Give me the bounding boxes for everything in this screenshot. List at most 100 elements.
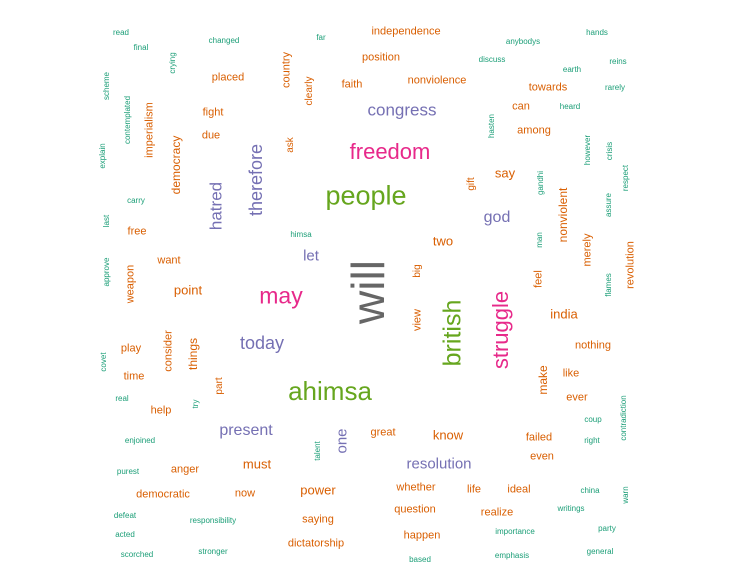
word-stronger: stronger	[198, 547, 228, 556]
word-assure: assure	[604, 192, 613, 218]
word-consider: consider	[162, 330, 175, 372]
word-nonviolence: nonviolence	[407, 74, 467, 87]
word-party: party	[598, 524, 616, 533]
word-power: power	[300, 482, 336, 498]
word-great: great	[370, 426, 396, 439]
word-dictatorship: dictatorship	[287, 537, 345, 550]
word-feel: feel	[532, 270, 545, 288]
word-want: want	[157, 254, 181, 267]
word-country: country	[280, 51, 293, 89]
word-failed: failed	[525, 431, 553, 444]
word-nonviolent: nonviolent	[556, 187, 570, 243]
word-last: last	[102, 214, 111, 228]
word-hatred: hatred	[206, 181, 226, 231]
word-present: present	[219, 422, 273, 439]
word-himsa: himsa	[290, 230, 312, 239]
word-play: play	[120, 342, 142, 355]
word-question: question	[394, 503, 436, 516]
word-reins: reins	[609, 57, 627, 66]
word-due: due	[201, 129, 221, 142]
word-defeat: defeat	[113, 511, 137, 520]
word-towards: towards	[528, 81, 568, 94]
word-democratic: democratic	[136, 488, 190, 501]
word-gandhi: gandhi	[536, 170, 545, 196]
word-help: help	[150, 404, 172, 417]
word-british: british	[438, 299, 467, 367]
word-merely: merely	[581, 233, 594, 267]
word-man: man	[535, 232, 544, 248]
word-hands: hands	[586, 28, 608, 37]
word-big: big	[412, 264, 423, 278]
word-covet: covet	[99, 352, 108, 372]
word-however: however	[583, 134, 592, 166]
word-carry: carry	[127, 196, 145, 205]
word-imperialism: imperialism	[143, 102, 156, 158]
word-weapon: weapon	[124, 264, 137, 304]
word-heard: heard	[559, 102, 581, 111]
word-even: even	[530, 450, 554, 463]
word-view: view	[411, 308, 424, 332]
word-say: say	[494, 165, 516, 181]
word-today: today	[239, 333, 285, 353]
word-make: make	[536, 365, 550, 395]
word-point: point	[173, 282, 203, 298]
word-democracy: democracy	[169, 135, 183, 195]
word-freedom: freedom	[349, 139, 431, 164]
word-among: among	[517, 124, 551, 137]
word-real: real	[115, 394, 129, 403]
word-flames: flames	[604, 273, 613, 297]
word-hasten: hasten	[487, 113, 496, 139]
word-discuss: discuss	[478, 55, 506, 64]
word-placed: placed	[211, 71, 245, 84]
word-coup: coup	[584, 415, 602, 424]
word-right: right	[584, 436, 600, 445]
word-must: must	[242, 456, 272, 472]
word-ahimsa: ahimsa	[288, 376, 372, 406]
word-crisis: crisis	[605, 141, 614, 161]
word-know: know	[432, 427, 464, 443]
word-realize: realize	[480, 506, 514, 519]
word-people: people	[325, 180, 407, 211]
word-india: india	[550, 306, 578, 322]
word-two: two	[432, 233, 454, 249]
word-general: general	[586, 547, 614, 556]
word-contemplated: contemplated	[123, 95, 132, 145]
word-whether: whether	[396, 481, 436, 494]
word-congress: congress	[367, 100, 437, 120]
word-changed: changed	[208, 36, 240, 45]
word-far: far	[316, 33, 326, 42]
word-contradiction: contradiction	[619, 395, 628, 441]
word-ideal: ideal	[507, 483, 531, 496]
word-independence: independence	[371, 25, 441, 38]
word-ever: ever	[566, 391, 588, 404]
word-faith: faith	[341, 78, 363, 91]
word-gift: gift	[466, 177, 477, 191]
word-anybodys: anybodys	[505, 37, 541, 46]
word-fight: fight	[202, 106, 224, 119]
word-ask: ask	[285, 137, 296, 153]
word-read: read	[112, 28, 130, 37]
word-responsibility: responsibility	[189, 516, 237, 525]
word-resolution: resolution	[406, 455, 472, 473]
word-life: life	[466, 483, 482, 496]
word-purest: purest	[116, 467, 140, 476]
word-acted: acted	[115, 530, 135, 539]
word-rarely: rarely	[604, 83, 626, 92]
word-like: like	[562, 367, 580, 380]
word-let: let	[303, 247, 319, 265]
word-part: part	[214, 377, 225, 395]
word-revolution: revolution	[624, 241, 637, 289]
word-try: try	[191, 399, 200, 409]
word-enjoined: enjoined	[124, 436, 156, 445]
word-anger: anger	[170, 463, 200, 476]
word-therefore: therefore	[246, 143, 266, 217]
word-happen: happen	[403, 529, 441, 542]
word-talent: talent	[313, 441, 322, 461]
word-scorched: scorched	[120, 550, 154, 559]
word-warn: warn	[621, 486, 630, 504]
word-may: may	[259, 282, 303, 309]
word-based: based	[409, 555, 431, 564]
word-final: final	[133, 43, 149, 52]
word-struggle: struggle	[488, 290, 513, 370]
